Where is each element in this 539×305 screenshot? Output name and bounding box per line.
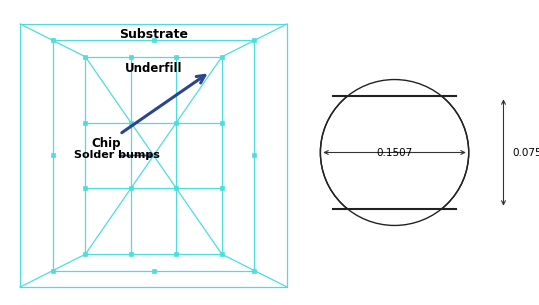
Bar <box>309 0 480 96</box>
Text: 0.075: 0.075 <box>513 148 539 157</box>
Text: Substrate: Substrate <box>119 28 188 41</box>
Text: 0.144: 0.144 <box>379 245 410 255</box>
Text: Underfill: Underfill <box>125 62 182 75</box>
Bar <box>309 209 480 305</box>
Text: 0.12: 0.12 <box>383 48 406 59</box>
Text: Chip: Chip <box>92 75 205 150</box>
Text: Solder bumps: Solder bumps <box>73 150 160 160</box>
Text: 0.1507: 0.1507 <box>376 148 413 157</box>
